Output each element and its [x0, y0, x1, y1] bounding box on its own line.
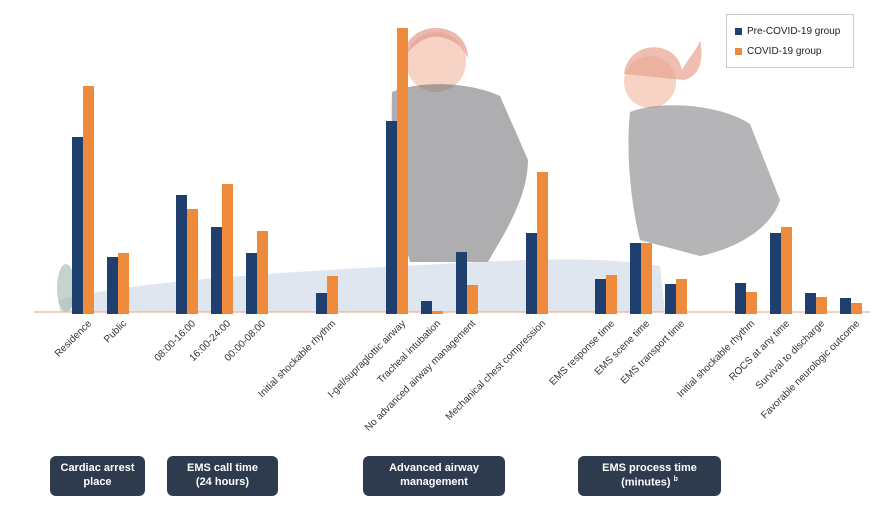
legend-label-covid: COVID-19 group [747, 45, 822, 57]
group-label-line: (minutes) b [621, 476, 678, 490]
bar-pre-covid-19-group-no-advanced-airway-management [456, 252, 467, 314]
bar-pre-covid-19-group-initial-shockable-rhythm [735, 283, 746, 314]
x-tick-label: Survival to discharge [754, 318, 828, 392]
paramedics-cpr-illustration [34, 28, 870, 313]
paramedic-1-head [406, 32, 466, 92]
bar-pre-covid-19-group-ems-scene-time [630, 243, 641, 314]
legend-item-pre-covid: Pre-COVID-19 group [735, 21, 845, 41]
bar-pre-covid-19-group-initial-shockable-rhythm [316, 293, 327, 314]
bar-covid-19-group-rocs-at-any-time [781, 227, 792, 314]
bar-pre-covid-19-group-public [107, 257, 118, 314]
bar-covid-19-group-initial-shockable-rhythm [746, 292, 757, 314]
bar-covid-19-group-no-advanced-airway-management [467, 285, 478, 314]
bar-pre-covid-19-group-survival-to-discharge [805, 293, 816, 314]
group-label-line: Cardiac arrest [60, 462, 135, 475]
bar-pre-covid-19-group-rocs-at-any-time [770, 233, 781, 314]
group-label-line: (24 hours) [195, 476, 250, 488]
bar-covid-19-group-16-00-24-00 [222, 184, 233, 314]
bar-pre-covid-19-group-i-gel-supraglottic-airway [386, 121, 397, 314]
bar-covid-19-group-00-00-08-00 [257, 231, 268, 314]
paramedic-1-hair [404, 28, 468, 58]
x-tick-label: EMS transport time [619, 318, 688, 387]
group-label-line: Advanced airway [389, 462, 479, 475]
bar-covid-19-group-ems-response-time [606, 275, 617, 314]
bars [72, 28, 862, 314]
legend-swatch-pre-covid [735, 27, 742, 35]
group-label-ems-call-time: EMS call time (24 hours) [167, 456, 278, 496]
x-tick-label: Public [102, 318, 129, 345]
bar-pre-covid-19-group-08-00-16-00 [176, 195, 187, 314]
bar-pre-covid-19-group-mechanical-chest-compression [526, 233, 537, 314]
group-label-line: management [400, 476, 468, 488]
bar-pre-covid-19-group-16-00-24-00 [211, 227, 222, 314]
legend-label-pre-covid: Pre-COVID-19 group [747, 25, 841, 37]
bar-covid-19-group-mechanical-chest-compression [537, 172, 548, 314]
bar-pre-covid-19-group-00-00-08-00 [246, 253, 257, 314]
bar-covid-19-group-residence [83, 86, 94, 314]
x-tick-label: Tracheal intubation [375, 318, 443, 386]
paramedic-1-body [391, 84, 528, 262]
bar-covid-19-group-ems-scene-time [641, 243, 652, 314]
bar-covid-19-group-public [118, 253, 129, 314]
group-label-advanced-airway: Advanced airway management [363, 456, 505, 496]
bar-covid-19-group-survival-to-discharge [816, 297, 827, 314]
bar-covid-19-group-08-00-16-00 [187, 209, 198, 314]
bar-covid-19-group-favorable-neurologic-outcome [851, 303, 862, 314]
legend-item-covid: COVID-19 group [735, 41, 845, 61]
x-tick-label: EMS response time [548, 318, 618, 388]
patient-legs-shape [57, 264, 75, 312]
patient-body-shape [58, 259, 665, 312]
bar-covid-19-group-ems-transport-time [676, 279, 687, 314]
x-tick-label: Residence [53, 318, 94, 359]
x-tick-label: ROCS at any time [727, 318, 792, 383]
bar-pre-covid-19-group-ems-transport-time [665, 284, 676, 314]
bar-covid-19-group-initial-shockable-rhythm [327, 276, 338, 314]
group-label-cardiac-arrest-place: Cardiac arrest place [50, 456, 145, 496]
bar-pre-covid-19-group-ems-response-time [595, 279, 606, 314]
legend-swatch-covid [735, 47, 742, 55]
group-label-line: EMS call time [187, 462, 258, 475]
bar-pre-covid-19-group-favorable-neurologic-outcome [840, 298, 851, 314]
x-tick-labels: Residence Public 08:00-16:0016:00-24:0000:… [53, 318, 863, 433]
group-label-line: place [83, 476, 112, 488]
bar-covid-19-group-i-gel-supraglottic-airway [397, 28, 408, 314]
x-tick-label: Initial shockable rhythm [256, 318, 338, 400]
bar-covid-19-group-tracheal-intubation [432, 311, 443, 314]
paramedic-2-hair [624, 40, 702, 80]
legend: Pre-COVID-19 group COVID-19 group [726, 14, 854, 68]
group-label-line: EMS process time [602, 461, 697, 474]
paramedic-2-body [628, 105, 780, 256]
footnote-marker: b [673, 475, 678, 483]
group-label-text: (minutes) [621, 476, 671, 489]
bar-pre-covid-19-group-tracheal-intubation [421, 301, 432, 314]
bar-pre-covid-19-group-residence [72, 137, 83, 314]
group-label-ems-process-time: EMS process time (minutes) b [578, 456, 721, 496]
